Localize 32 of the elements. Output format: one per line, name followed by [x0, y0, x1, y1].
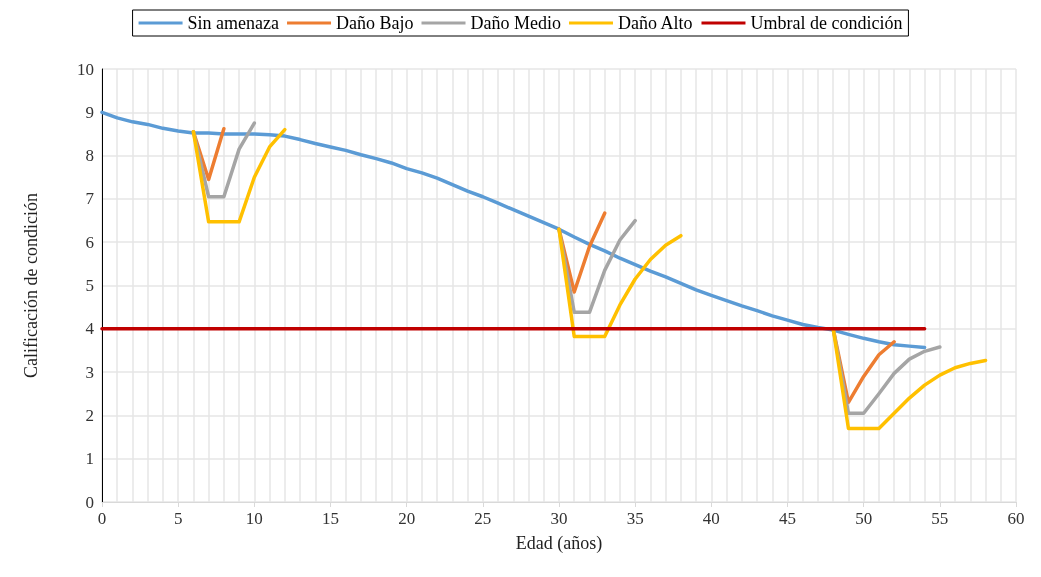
y-tick-label: 1: [85, 449, 94, 469]
x-tick-label: 10: [245, 509, 263, 528]
legend-label: Daño Medio: [470, 13, 561, 33]
x-tick-label: 20: [398, 509, 416, 528]
x-tick-label: 60: [1007, 509, 1025, 528]
legend-label: Umbral de condición: [750, 13, 903, 33]
x-tick-label: 5: [173, 509, 183, 528]
legend-label: Sin amenaza: [187, 13, 280, 33]
line-series: [100, 110, 927, 350]
x-tick-label: 30: [550, 509, 568, 528]
x-tick-label: 55: [931, 509, 949, 528]
y-tick-label: 4: [85, 319, 95, 339]
x-tick-label: 45: [779, 509, 796, 528]
legend-label: Daño Alto: [617, 13, 693, 33]
x-tick-label: 0: [97, 509, 107, 528]
y-tick-label: 6: [85, 232, 94, 252]
y-axis-title: Calificación de condición: [21, 193, 41, 378]
y-tick-label: 2: [85, 405, 94, 425]
x-tick-label: 15: [322, 509, 339, 528]
y-tick-label: 0: [85, 492, 94, 512]
x-tick-label: 35: [626, 509, 644, 528]
y-tick-label: 5: [85, 276, 94, 295]
legend-label: Daño Bajo: [336, 13, 414, 33]
y-tick-label: 3: [85, 362, 94, 382]
y-tick-label: 8: [85, 146, 94, 166]
x-tick-label: 50: [855, 509, 873, 528]
x-tick-label: 40: [702, 509, 720, 528]
y-tick-label: 10: [77, 59, 94, 79]
x-axis-title: Edad (años): [515, 533, 603, 554]
x-tick-label: 25: [474, 509, 492, 528]
y-tick-label: 9: [85, 102, 94, 122]
y-tick-label: 7: [85, 189, 95, 209]
